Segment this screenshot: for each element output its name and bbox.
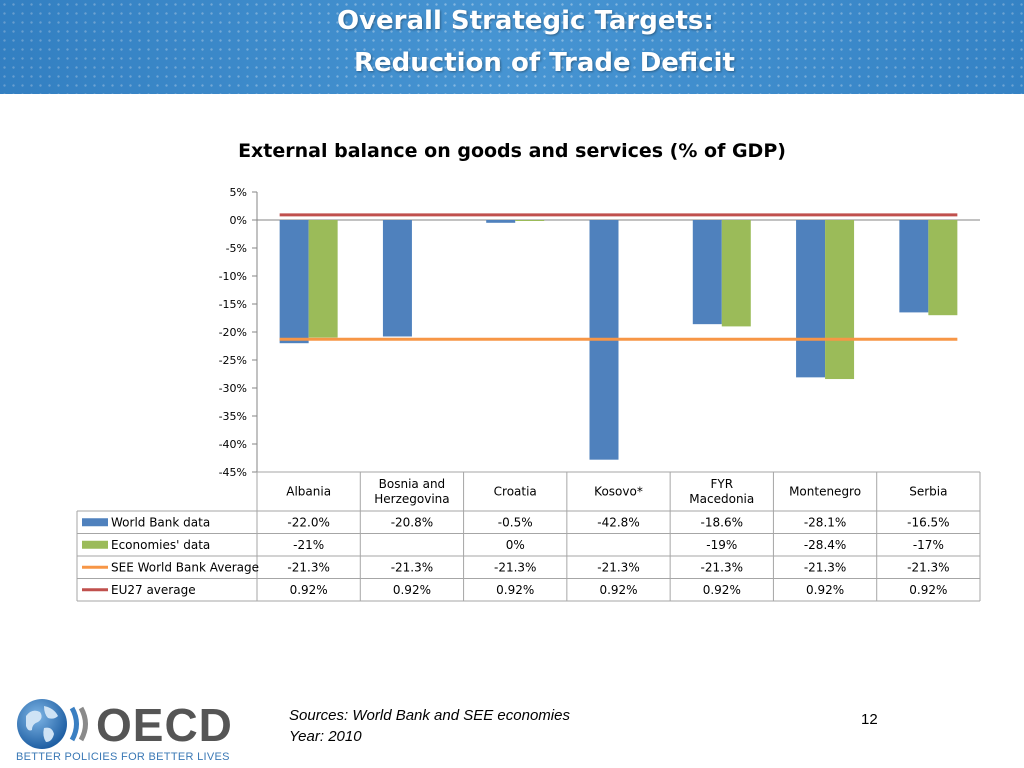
sources-line: Sources: World Bank and SEE economies (289, 707, 570, 724)
y-tick-label: 0% (230, 214, 247, 227)
table-cell-value: -21.3% (597, 560, 639, 574)
legend-label: World Bank data (111, 515, 210, 529)
logo-tagline: BETTER POLICIES FOR BETTER LIVES (16, 751, 230, 763)
category-label: Serbia (909, 485, 947, 499)
table-cell-value: 0% (506, 538, 525, 552)
table-cell-value: 0.92% (290, 583, 328, 597)
table-cell-value: -21% (293, 538, 324, 552)
table-cell-value: 0.92% (909, 583, 947, 597)
table-cell-value: 0.92% (393, 583, 431, 597)
title-banner-shade (0, 0, 1024, 94)
legend-label: Economies' data (111, 538, 210, 552)
table-cell-value: -28.4% (804, 538, 846, 552)
table-cell-value: -18.6% (701, 515, 743, 529)
table-cell-value: -21.3% (494, 560, 536, 574)
category-label: Herzegovina (374, 492, 449, 506)
bar-world-bank (692, 220, 722, 325)
table-cell-value: -21.3% (701, 560, 743, 574)
category-label: Croatia (494, 485, 537, 499)
y-tick-label: -15% (219, 298, 247, 311)
y-tick-label: -5% (226, 242, 247, 255)
table-cell-value: 0.92% (703, 583, 741, 597)
table-cell-value: -17% (913, 538, 944, 552)
y-tick-label: -25% (219, 354, 247, 367)
table-cell-value: -21.3% (804, 560, 846, 574)
legend-key-bar (82, 540, 108, 549)
y-tick-label: -20% (219, 326, 247, 339)
sources-note: Sources: World Bank and SEE economies Ye… (289, 705, 570, 747)
table-cell-value: -16.5% (907, 515, 949, 529)
table-cell-value: -21.3% (907, 560, 949, 574)
table-cell-value: -21.3% (391, 560, 433, 574)
legend-key-bar (82, 518, 108, 527)
bar-economies (825, 220, 855, 380)
slide-title-line2: Reduction of Trade Deficit (354, 48, 735, 78)
year-line: Year: 2010 (289, 728, 362, 745)
y-tick-label: -40% (219, 438, 247, 451)
page-number: 12 (861, 711, 878, 728)
bar-economies (721, 220, 751, 327)
bar-economies (308, 220, 338, 338)
bar-world-bank (382, 220, 412, 337)
table-cell-value: -20.8% (391, 515, 433, 529)
table-cell-value: -28.1% (804, 515, 846, 529)
category-label: FYR (710, 477, 733, 491)
table-cell-value: 0.92% (496, 583, 534, 597)
y-tick-label: -45% (219, 466, 247, 479)
table-cell-value: -22.0% (287, 515, 329, 529)
y-tick-label: -30% (219, 382, 247, 395)
table-cell-value: -42.8% (597, 515, 639, 529)
oecd-logo-icon (17, 699, 88, 749)
table-cell-value: 0.92% (599, 583, 637, 597)
y-tick-label: -10% (219, 270, 247, 283)
legend-label: SEE World Bank Average (111, 560, 259, 574)
y-tick-label: -35% (219, 410, 247, 423)
bar-world-bank (796, 220, 826, 378)
table-cell-value: 0.92% (806, 583, 844, 597)
category-label: Albania (286, 485, 331, 499)
category-label: Montenegro (789, 485, 861, 499)
category-label: Bosnia and (379, 477, 446, 491)
table-cell-value: -21.3% (287, 560, 329, 574)
table-cell-value: -19% (706, 538, 737, 552)
logo-text: OECD (96, 699, 233, 751)
bar-economies (928, 220, 958, 316)
bar-world-bank (486, 220, 516, 223)
bar-world-bank (279, 220, 309, 344)
bar-economies (515, 220, 545, 221)
category-label: Kosovo* (594, 485, 643, 499)
chart-title: External balance on goods and services (… (238, 140, 786, 162)
slide-title-line1: Overall Strategic Targets: (337, 6, 714, 36)
table-cell-value: -0.5% (498, 515, 533, 529)
title-banner (0, 0, 1024, 94)
category-label: Macedonia (689, 492, 754, 506)
legend-label: EU27 average (111, 583, 196, 597)
bar-world-bank (899, 220, 929, 313)
y-tick-label: 5% (230, 186, 247, 199)
